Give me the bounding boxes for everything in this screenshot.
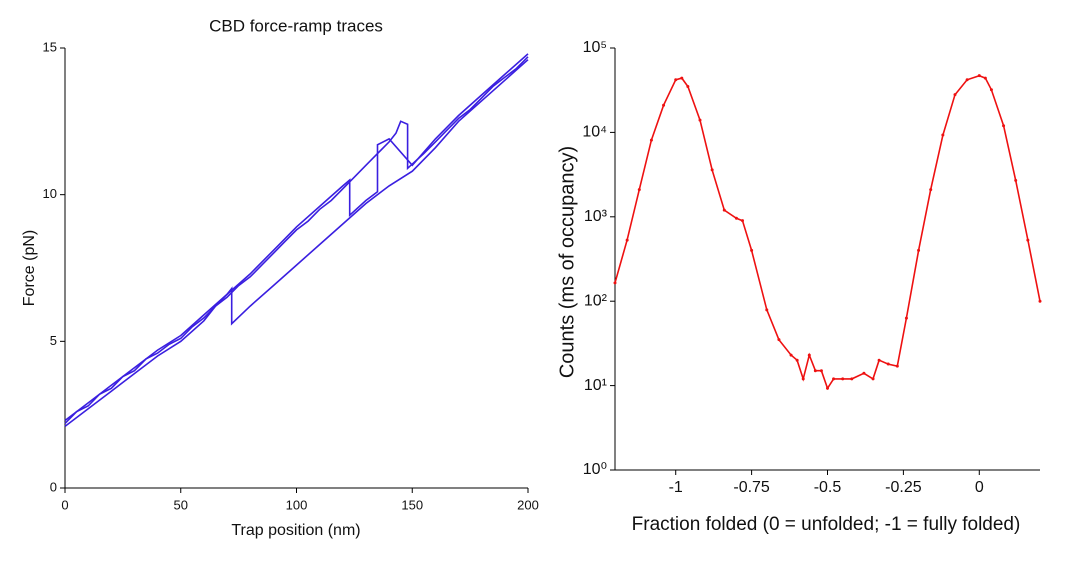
y-tick-label: 15 [43,39,57,54]
y-tick-label: 10 [43,186,57,201]
data-point [832,377,836,381]
data-point [795,358,799,362]
data-point [734,216,738,220]
chart-title: CBD force-ramp traces [209,16,383,35]
x-tick-label: 50 [174,497,188,512]
data-point [989,88,993,92]
series-line [64,53,529,422]
data-point [686,84,690,88]
data-point [929,188,933,192]
data-point [965,78,969,82]
y-tick-label: 10⁴ [582,124,607,141]
data-point [1014,178,1018,182]
x-axis-label: Trap position (nm) [231,522,360,539]
data-point [953,93,957,97]
x-tick-label: 0 [61,497,68,512]
data-point [613,281,617,285]
data-point [625,238,629,242]
data-point [649,138,653,142]
y-axis-label: Counts (ms of occupancy) [556,146,578,378]
x-axis-label: Fraction folded (0 = unfolded; -1 = full… [632,514,1021,535]
y-tick-label: 10¹ [584,377,607,394]
data-point [674,78,678,82]
data-point [789,353,793,357]
data-point [850,377,854,381]
x-tick-label: -0.25 [885,479,922,496]
data-point [895,364,899,368]
data-point [886,362,890,366]
data-point [826,386,829,390]
data-point [741,219,744,223]
data-point [1002,124,1006,128]
data-point [807,353,811,357]
y-axis-label: Force (pN) [21,230,38,306]
y-tick-label: 10² [584,292,608,309]
y-tick-label: 5 [50,333,57,348]
x-tick-label: -1 [669,479,683,496]
data-point [698,118,702,122]
data-point [680,76,684,80]
data-point [813,369,817,373]
data-point [777,338,781,342]
y-tick-label: 0 [50,479,57,494]
data-point [637,188,641,192]
data-point [871,377,875,381]
series-line [64,59,529,428]
data-point [862,371,866,375]
x-tick-label: 100 [286,497,308,512]
data-point [1026,238,1030,242]
x-tick-label: 150 [401,497,423,512]
data-point [750,248,754,252]
x-tick-label: 0 [975,479,984,496]
x-tick-label: -0.5 [814,479,842,496]
data-point [765,308,769,312]
x-tick-label: -0.75 [733,479,770,496]
x-tick-label: 200 [517,497,539,512]
data-point [917,248,921,252]
data-point [710,168,714,172]
data-point [904,316,908,320]
data-point [819,369,823,373]
data-point [1038,299,1042,303]
data-point [841,377,845,381]
data-point [662,103,666,107]
y-tick-label: 10⁰ [583,461,607,478]
y-tick-label: 10³ [584,208,608,225]
data-point [977,74,981,78]
data-point [877,358,881,362]
data-point [722,208,726,212]
data-point [941,133,945,137]
y-tick-label: 10⁵ [583,39,607,56]
data-point [801,377,805,381]
data-point [983,76,987,80]
series-line [614,74,1041,391]
